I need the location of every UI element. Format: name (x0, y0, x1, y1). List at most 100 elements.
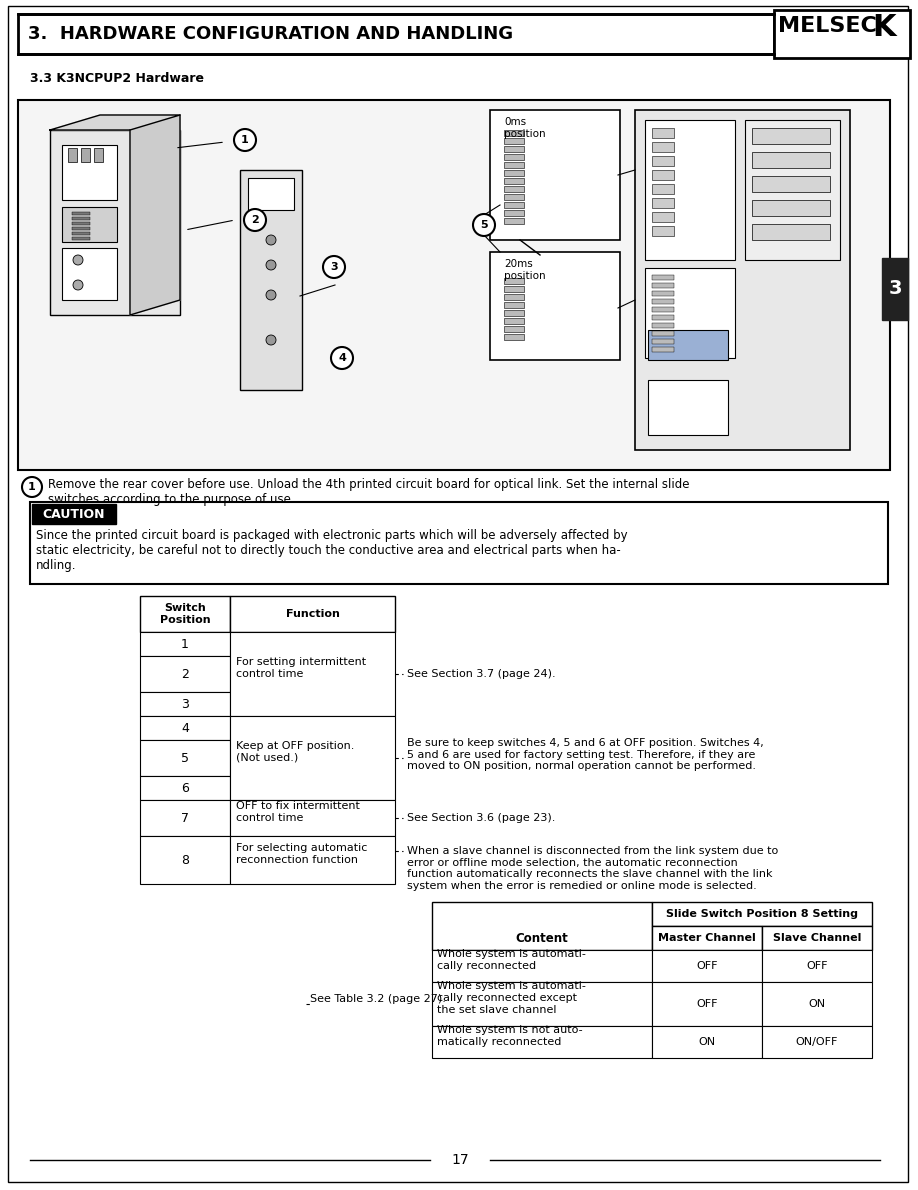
Bar (504, 178, 524, 184)
Bar (652, 347, 674, 352)
Bar (504, 294, 524, 300)
Bar (762, 1026, 872, 1058)
Bar (30, 502, 888, 584)
Bar (94, 148, 103, 162)
Bar (504, 162, 524, 168)
Bar (140, 837, 230, 884)
Text: 17: 17 (451, 1153, 469, 1167)
Bar (72, 212, 90, 215)
Bar (140, 740, 230, 776)
Bar (504, 302, 524, 308)
Bar (504, 209, 524, 217)
Bar (652, 902, 872, 926)
Bar (230, 837, 395, 884)
Bar (140, 632, 230, 656)
Text: 3.  HARDWARE CONFIGURATION AND HANDLING: 3. HARDWARE CONFIGURATION AND HANDLING (28, 25, 513, 43)
Circle shape (266, 290, 276, 300)
Bar (68, 148, 77, 162)
Bar (652, 170, 674, 180)
Text: Master Channel: Master Channel (658, 933, 756, 942)
Bar (652, 307, 674, 312)
Bar (652, 275, 674, 280)
Bar (652, 315, 674, 320)
Circle shape (473, 214, 495, 236)
Text: ON: ON (809, 998, 825, 1009)
Bar (762, 950, 872, 982)
Text: 3: 3 (181, 697, 189, 710)
Bar (18, 14, 774, 54)
Text: OFF: OFF (806, 962, 828, 971)
Bar (140, 596, 230, 632)
Bar (72, 223, 90, 225)
Bar (504, 334, 524, 340)
Text: See Section 3.7 (page 24).: See Section 3.7 (page 24). (407, 669, 555, 679)
Text: 6: 6 (181, 782, 189, 795)
Text: Slave Channel: Slave Channel (773, 933, 861, 942)
Bar (230, 632, 395, 716)
Bar (635, 109, 850, 450)
Text: 5: 5 (480, 220, 487, 230)
Text: 3: 3 (889, 280, 901, 299)
Polygon shape (130, 115, 180, 315)
Bar (504, 278, 524, 284)
Text: K: K (872, 13, 896, 42)
Bar (72, 232, 90, 234)
Bar (652, 982, 762, 1026)
Bar (882, 258, 908, 320)
Bar (81, 148, 90, 162)
Text: 2: 2 (252, 215, 259, 225)
Bar (62, 248, 117, 300)
Circle shape (323, 256, 345, 278)
Bar (504, 286, 524, 292)
Polygon shape (50, 115, 180, 130)
Circle shape (234, 129, 256, 151)
Text: 0ms
position: 0ms position (504, 117, 545, 138)
Bar (432, 1026, 652, 1058)
Text: ON/OFF: ON/OFF (796, 1036, 838, 1047)
Text: For setting intermittent
control time: For setting intermittent control time (236, 657, 366, 678)
Text: Whole system is not auto-
matically reconnected: Whole system is not auto- matically reco… (437, 1026, 583, 1047)
Text: OFF: OFF (696, 998, 718, 1009)
Text: Function: Function (285, 609, 340, 619)
Text: Whole system is automati-
cally reconnected: Whole system is automati- cally reconnec… (437, 950, 586, 971)
Bar (652, 142, 674, 152)
Bar (645, 268, 735, 358)
Bar (140, 656, 230, 693)
Bar (240, 170, 302, 390)
Text: Remove the rear cover before use. Unload the 4th printed circuit board for optic: Remove the rear cover before use. Unload… (48, 478, 689, 506)
Bar (248, 178, 294, 209)
Text: 1: 1 (28, 482, 36, 491)
Text: 1: 1 (241, 134, 249, 145)
Bar (652, 212, 674, 223)
Text: OFF to fix intermittent
control time: OFF to fix intermittent control time (236, 801, 360, 822)
Bar (432, 950, 652, 982)
Bar (18, 100, 890, 470)
Text: Since the printed circuit board is packaged with electronic parts which will be : Since the printed circuit board is packa… (36, 530, 628, 572)
Bar (140, 776, 230, 800)
Bar (745, 120, 840, 259)
Bar (652, 226, 674, 236)
Text: When a slave channel is disconnected from the link system due to
error or offlin: When a slave channel is disconnected fro… (407, 846, 778, 891)
Bar (752, 224, 830, 240)
Bar (62, 207, 117, 242)
Text: OFF: OFF (696, 962, 718, 971)
Bar (645, 120, 735, 259)
Bar (652, 198, 674, 208)
Bar (230, 596, 395, 632)
Bar (752, 129, 830, 144)
Bar (774, 10, 910, 58)
Bar (652, 299, 674, 303)
Bar (648, 330, 728, 361)
Text: Content: Content (516, 932, 568, 945)
Text: See Section 3.6 (page 23).: See Section 3.6 (page 23). (407, 813, 555, 823)
Bar (504, 130, 524, 136)
Text: 8: 8 (181, 853, 189, 866)
Text: 7: 7 (181, 812, 189, 825)
Bar (652, 184, 674, 194)
Bar (72, 227, 90, 230)
Bar (140, 800, 230, 837)
Bar (762, 926, 872, 950)
Bar (652, 950, 762, 982)
Text: 4: 4 (181, 721, 189, 734)
Text: 5: 5 (181, 752, 189, 764)
